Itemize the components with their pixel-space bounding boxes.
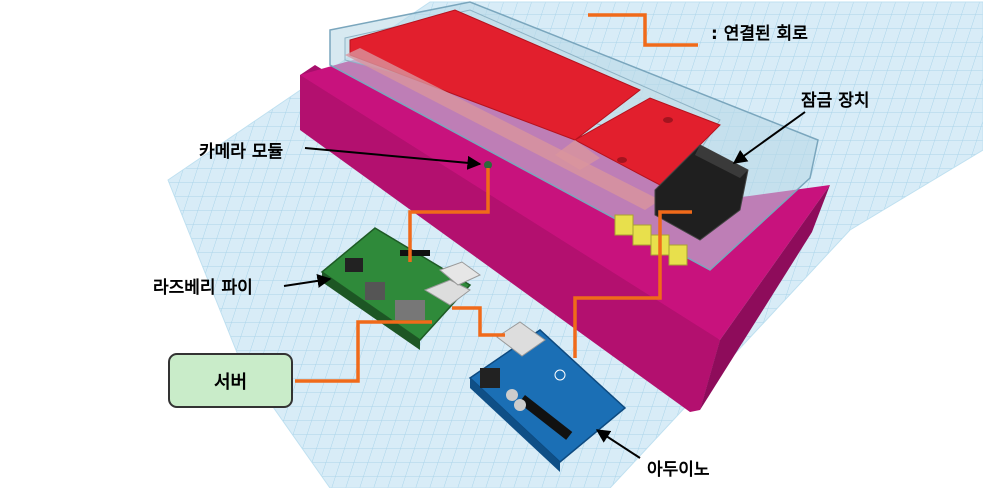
arrow-camera-module [304, 147, 482, 170]
arrow-lock-device [732, 111, 806, 164]
arrow-raspberry-pi [283, 273, 332, 288]
circuit-lines [295, 13, 698, 383]
red-lid [345, 9, 721, 210]
label-camera-module: 카메라 모듈 [199, 142, 284, 162]
arduino-board [468, 321, 627, 472]
server-box: 서버 [168, 353, 293, 408]
label-arrows [283, 111, 806, 459]
label-raspberry-pi: 라즈베리 파이 [153, 278, 253, 298]
raspberry-pi-board [320, 227, 481, 350]
label-lock-device: 잠금 장치 [801, 91, 870, 111]
arrow-arduino [595, 429, 641, 459]
lock-device [654, 144, 749, 241]
circuit-pi-arduino [452, 306, 505, 337]
circuit-camera-pi [408, 168, 490, 262]
legend-connected-circuit: : 연결된 회로 [711, 24, 808, 44]
circuit-server-pi [295, 320, 432, 383]
camera-module [484, 161, 492, 169]
circuit-legend-sample [588, 13, 698, 47]
circuit-lock-arduino [573, 210, 692, 358]
label-arduino: 아두이노 [647, 460, 710, 480]
